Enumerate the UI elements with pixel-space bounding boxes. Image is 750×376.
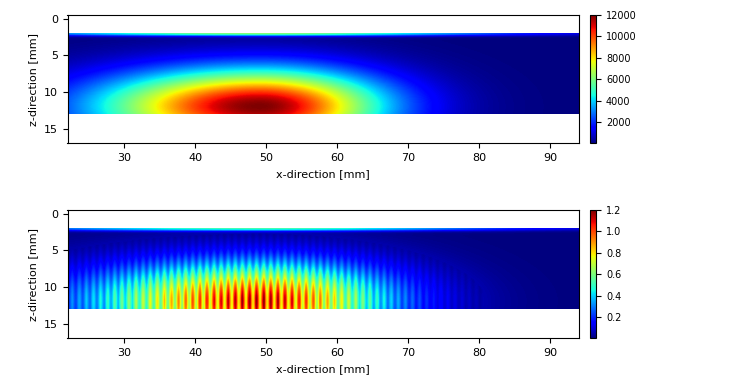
X-axis label: x-direction [mm]: x-direction [mm] [276, 168, 370, 179]
X-axis label: x-direction [mm]: x-direction [mm] [276, 364, 370, 374]
Y-axis label: z-direction [mm]: z-direction [mm] [28, 228, 38, 321]
Y-axis label: z-direction [mm]: z-direction [mm] [28, 33, 38, 126]
